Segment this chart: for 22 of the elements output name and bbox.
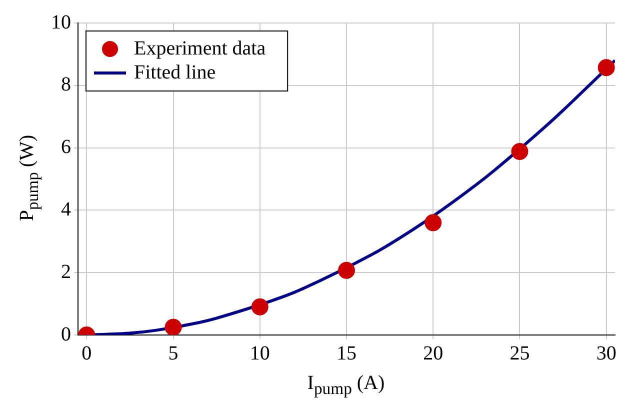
- point: [338, 262, 355, 279]
- point: [511, 143, 528, 160]
- point: [598, 59, 615, 76]
- point: [251, 298, 268, 316]
- legend-label: Experiment data: [134, 37, 266, 60]
- x-tick-label: 15: [336, 342, 356, 364]
- point: [424, 214, 442, 232]
- y-tick-label: 2: [61, 260, 71, 283]
- y-tick-label: 0: [61, 323, 71, 346]
- y-tick-label: 8: [61, 74, 71, 96]
- y-tick-label: 4: [61, 198, 71, 220]
- x-tick-label: 10: [250, 342, 270, 364]
- x-tick-label: 20: [423, 342, 444, 364]
- x-axis-title: I$_{pump}$ (A): [306, 372, 386, 399]
- y-tick-label: 10: [51, 11, 71, 34]
- y-tick-label: 6: [61, 136, 71, 158]
- x-tick-label: 5: [168, 342, 178, 364]
- x-tick-label: 30: [596, 342, 616, 364]
- x-tick-label: 25: [510, 342, 530, 364]
- x-tick-label: 0: [82, 342, 92, 364]
- legend-label: Fitted line: [134, 61, 216, 84]
- point: [164, 318, 182, 335]
